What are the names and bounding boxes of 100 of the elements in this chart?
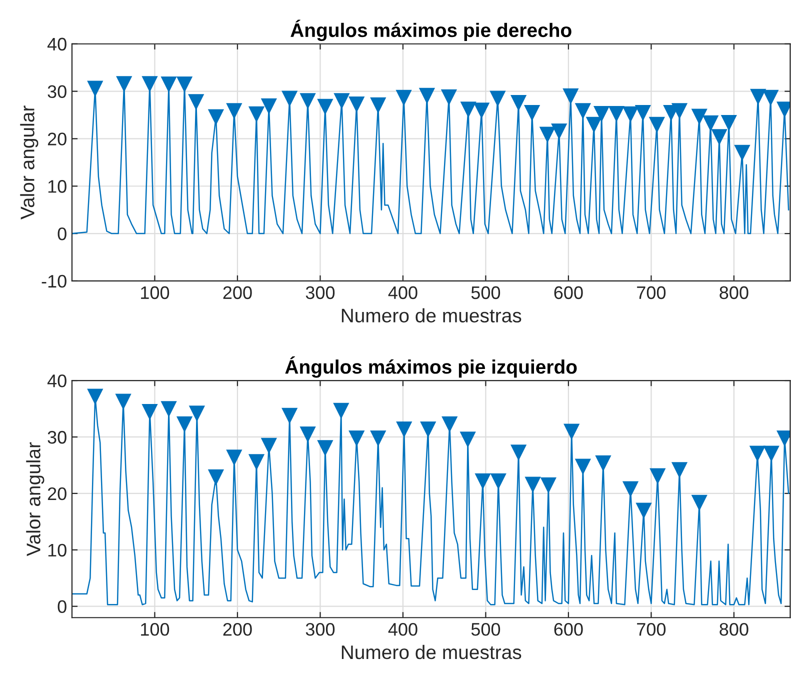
point — [763, 90, 778, 106]
point — [318, 440, 333, 456]
x-tick-label: 300 — [306, 622, 335, 636]
point — [575, 103, 591, 118]
y-tick-label: 40 — [47, 374, 66, 388]
point — [524, 104, 540, 120]
x-tick-label: 800 — [720, 622, 748, 636]
y-tick-label: -10 — [42, 274, 66, 288]
point — [419, 88, 435, 104]
point — [116, 76, 132, 92]
point — [594, 106, 610, 122]
point — [334, 93, 350, 108]
point — [622, 481, 638, 497]
point — [750, 88, 766, 104]
x-tick-label: 600 — [554, 622, 583, 636]
point — [475, 473, 490, 489]
point — [300, 426, 316, 442]
y-tick-label: 40 — [47, 38, 66, 51]
point — [441, 89, 457, 105]
point — [734, 144, 750, 160]
point — [692, 494, 707, 510]
point — [334, 402, 349, 418]
point — [586, 116, 602, 132]
point — [692, 108, 707, 124]
x-tick-label: 100 — [141, 622, 170, 636]
point — [88, 80, 103, 96]
point — [551, 123, 567, 139]
point — [261, 98, 277, 114]
point — [176, 416, 192, 432]
point — [636, 502, 652, 518]
point — [348, 96, 364, 112]
point — [142, 404, 158, 420]
point — [176, 76, 192, 92]
point — [635, 104, 651, 120]
point — [318, 98, 333, 114]
y-tick-label: 20 — [48, 487, 66, 500]
point — [161, 401, 176, 416]
point — [564, 424, 580, 439]
point — [672, 103, 688, 118]
x-tick-label: 800 — [720, 286, 748, 300]
y-axis-title: Valor angular — [26, 442, 44, 556]
point — [712, 129, 727, 144]
point — [226, 103, 242, 118]
point — [282, 408, 298, 424]
point — [142, 76, 158, 92]
point — [370, 97, 386, 113]
x-tick-label: 500 — [471, 286, 500, 300]
point — [161, 76, 176, 92]
point — [348, 430, 364, 446]
point — [510, 95, 526, 110]
x-tick-label: 400 — [388, 622, 418, 636]
point — [460, 102, 476, 117]
y-tick-label: 0 — [58, 227, 66, 240]
point — [608, 106, 624, 122]
point — [460, 432, 476, 447]
point — [396, 90, 412, 106]
x-tick-label: 700 — [637, 286, 666, 300]
x-tick-label: 500 — [471, 622, 500, 636]
point — [510, 444, 526, 460]
point — [622, 106, 638, 122]
y-tick-label: 30 — [48, 430, 66, 444]
x-axis-title: Numero de muestras — [342, 644, 522, 660]
point — [474, 102, 490, 118]
y-axis-title: Valor angular — [20, 106, 38, 220]
point — [596, 455, 611, 471]
point — [282, 90, 298, 106]
y-tick-label: 0 — [58, 600, 66, 614]
y-tick-label: 30 — [48, 85, 66, 98]
y-tick-label: 10 — [48, 180, 66, 193]
point — [208, 469, 224, 485]
x-tick-label: 100 — [141, 286, 170, 300]
point — [490, 90, 506, 106]
point — [490, 473, 506, 489]
point — [261, 438, 277, 454]
point — [208, 109, 224, 125]
x-tick-label: 700 — [637, 622, 666, 636]
point — [248, 454, 264, 470]
point — [540, 126, 556, 142]
point — [563, 88, 578, 104]
point — [649, 116, 665, 132]
chart-title: Ángulos máximos pie derecho — [290, 20, 572, 42]
point — [396, 421, 412, 437]
point — [370, 430, 386, 446]
y-tick-label: 10 — [48, 544, 66, 557]
x-tick-label: 400 — [388, 286, 418, 300]
point — [300, 93, 316, 108]
x-tick-label: 200 — [223, 286, 252, 300]
point — [575, 458, 591, 474]
x-axis-title: Numero de muestras — [342, 308, 522, 322]
point — [442, 416, 458, 432]
point — [650, 468, 666, 484]
point — [88, 388, 103, 404]
point — [540, 477, 556, 493]
point — [420, 421, 436, 437]
chart-title: Ángulos máximos pie izquierdo — [285, 356, 577, 378]
point — [764, 446, 779, 461]
point — [226, 450, 242, 465]
point — [721, 114, 737, 130]
x-tick-label: 300 — [306, 286, 335, 300]
x-tick-label: 200 — [223, 622, 252, 636]
